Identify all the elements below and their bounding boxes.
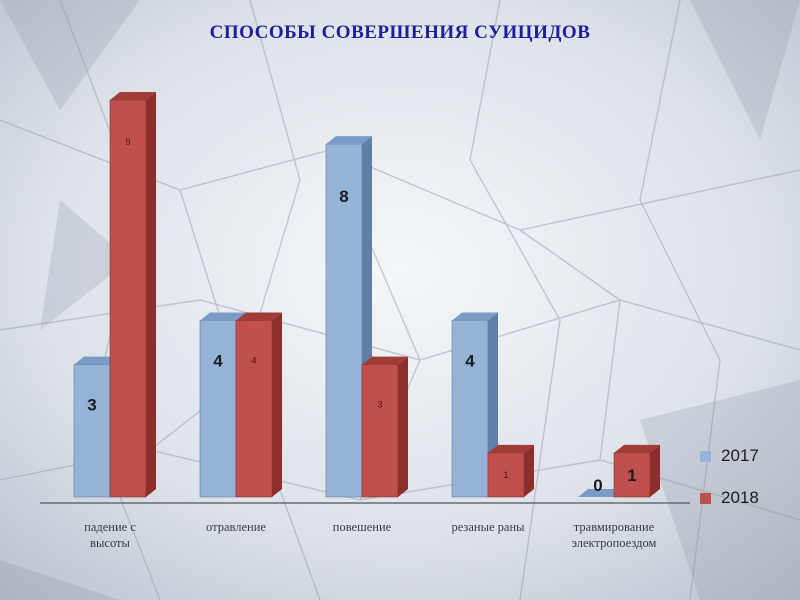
bar-2018-3 (487, 444, 534, 498)
tick-label-0: падение с высоты (84, 520, 136, 550)
tick-label-2: повешение (333, 520, 392, 534)
tick-label-3: резаные раны (451, 520, 525, 534)
legend-label-2018: 2018 (721, 488, 759, 507)
data-label-2018-0: 9 (125, 137, 130, 147)
data-label-2018-4: 1 (627, 466, 636, 485)
legend-item-2018: 2018 (700, 487, 796, 509)
legend-item-2017: 2017 (700, 445, 796, 467)
legend-swatch-2017 (700, 450, 711, 462)
data-label-2017-4: 0 (593, 476, 602, 495)
legend-label-2017: 2017 (721, 446, 759, 465)
bar-2018-1 (235, 312, 282, 498)
legend: 2017 2018 (700, 445, 796, 529)
data-label-2017-3: 4 (465, 352, 475, 371)
data-label-2017-0: 3 (87, 396, 96, 415)
bar-2018-4 (613, 444, 660, 498)
data-label-2018-3: 1 (503, 470, 508, 480)
legend-swatch-2018 (700, 492, 711, 504)
tick-label-4: травмирование электропоездом (572, 520, 657, 550)
bar-2018-0 (109, 92, 156, 498)
tick-label-1: отравление (206, 520, 266, 534)
data-label-2018-2: 3 (377, 400, 382, 410)
bar-2017-4 (578, 489, 624, 497)
page-title: СПОСОБЫ СОВЕРШЕНИЯ СУИЦИДОВ (209, 22, 591, 43)
data-label-2018-1: 4 (251, 356, 256, 366)
bar-2018-2 (361, 356, 408, 498)
data-label-2017-2: 8 (339, 187, 348, 206)
data-label-2017-1: 4 (213, 352, 223, 371)
